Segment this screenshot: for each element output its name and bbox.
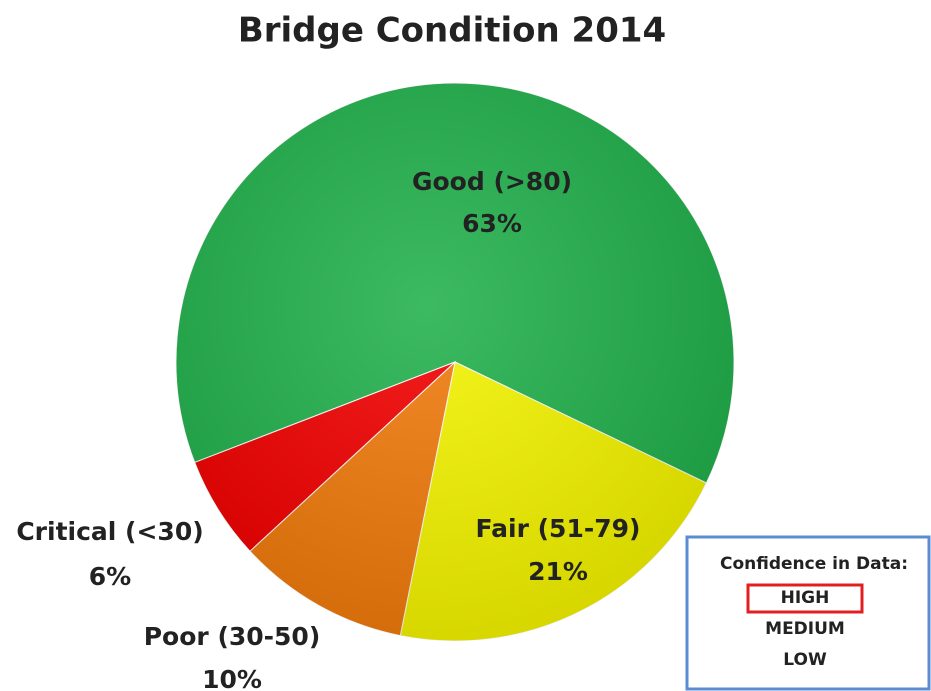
slice-label: Good (>80): [412, 167, 572, 196]
selected-highlight: [746, 583, 864, 614]
slice-value-label: 6%: [89, 562, 131, 591]
slice-label: Fair (51-79): [476, 514, 641, 543]
confidence-level: LOW: [783, 650, 827, 670]
slice-label: Poor (30-50): [144, 622, 321, 651]
confidence-title: Confidence in Data:: [720, 554, 908, 574]
confidence-level: HIGH: [781, 588, 830, 608]
slice-value-label: 10%: [202, 665, 262, 691]
confidence-level: MEDIUM: [765, 619, 845, 639]
slice-value-label: 63%: [462, 209, 522, 238]
slice-label: Critical (<30): [16, 517, 203, 546]
chart-title: Bridge Condition 2014: [238, 11, 666, 51]
slice-value-label: 21%: [528, 557, 588, 586]
